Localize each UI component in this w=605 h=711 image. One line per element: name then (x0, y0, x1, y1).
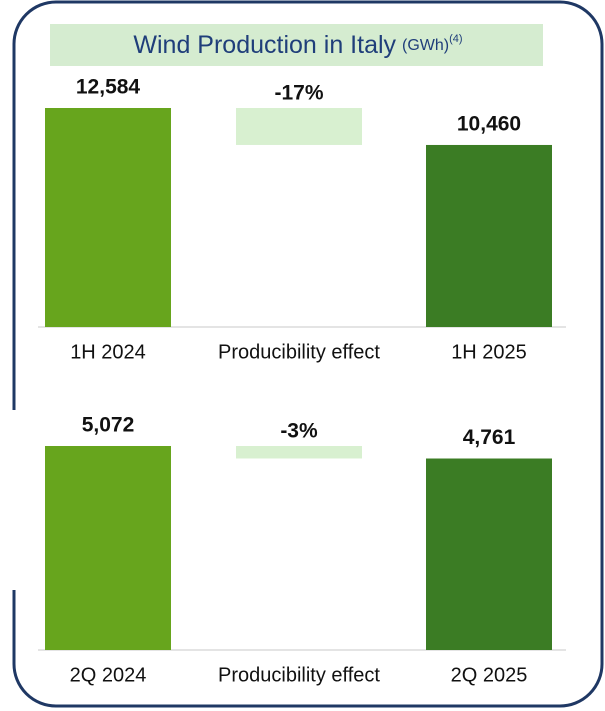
change-bar (236, 108, 362, 145)
frame-gap (0, 410, 30, 590)
frame (12, 0, 604, 708)
value-label: 10,460 (457, 113, 521, 136)
title-footnote: (4) (449, 33, 462, 45)
change-bar (236, 446, 362, 459)
title-background (50, 24, 543, 66)
value-label: -17% (274, 82, 323, 105)
bar (426, 458, 552, 650)
x-tick-label: 1H 2024 (70, 341, 146, 363)
x-tick-label: Producibility effect (218, 341, 380, 363)
title-unit: (GWh) (402, 37, 449, 54)
x-tick-label: Producibility effect (218, 664, 380, 686)
value-label: 5,072 (82, 414, 135, 437)
value-label: 4,761 (463, 426, 516, 449)
bar (45, 446, 171, 650)
x-tick-label: 1H 2025 (451, 341, 527, 363)
x-tick-label: 2Q 2024 (70, 664, 147, 686)
bar (426, 144, 552, 327)
chart-title: Wind Production in Italy (GWh)(4) (133, 31, 462, 59)
bar (45, 108, 171, 327)
value-label: 12,584 (76, 76, 141, 99)
value-label: -3% (280, 420, 318, 443)
title-text: Wind Production in Italy (133, 31, 396, 59)
x-tick-label: 2Q 2025 (451, 664, 528, 686)
